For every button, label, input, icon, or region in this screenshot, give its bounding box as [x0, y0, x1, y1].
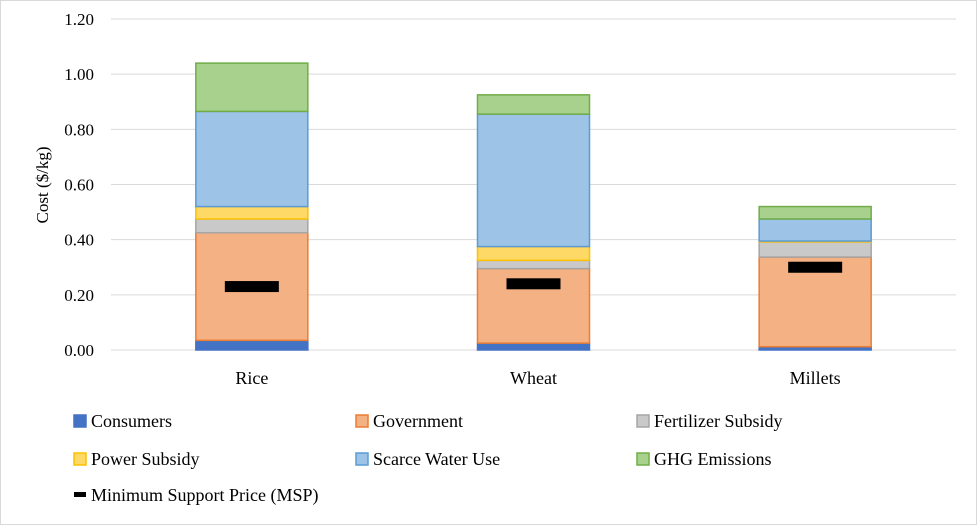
bar-segment [476, 342, 591, 351]
bar-segment [476, 94, 591, 115]
bar-segment [195, 218, 309, 234]
bar-segment [758, 218, 872, 242]
y-axis-ticks: 0.00 0.20 0.40 0.60 0.80 1.00 1.20 [64, 10, 94, 360]
legend-label: Government [373, 411, 463, 431]
legend-label: Power Subsidy [91, 449, 200, 469]
legend-swatch [355, 452, 369, 466]
bar-segment [476, 245, 591, 262]
legend-label: Consumers [91, 411, 172, 431]
y-axis-title: Cost ($/kg) [33, 147, 52, 224]
bars [195, 62, 872, 351]
legend-label: GHG Emissions [654, 449, 772, 469]
msp-marker [506, 278, 561, 290]
x-category-label: Rice [235, 368, 268, 388]
msp-marker [788, 261, 843, 273]
y-tick-label: 0.00 [64, 341, 94, 360]
legend-swatch [636, 452, 650, 466]
bar-segment [758, 241, 872, 258]
y-tick-label: 1.00 [64, 65, 94, 84]
x-category-label: Wheat [510, 368, 557, 388]
y-tick-label: 0.60 [64, 176, 94, 195]
bar-segment [195, 205, 309, 220]
legend-swatch [73, 452, 87, 466]
legend-label: Fertilizer Subsidy [654, 411, 783, 431]
bar-segment [195, 110, 309, 208]
y-tick-label: 1.20 [64, 10, 94, 29]
y-tick-label: 0.40 [64, 231, 94, 250]
bar-segment [476, 113, 591, 248]
msp-marker [224, 281, 279, 293]
y-tick-label: 0.80 [64, 120, 94, 139]
bar-segment [195, 339, 309, 351]
bar-segment [758, 256, 872, 348]
x-category-label: Millets [790, 368, 841, 388]
bar-segment [195, 62, 309, 113]
legend-swatch [74, 492, 86, 497]
legend: Consumers Government Fertilizer Subsidy Pow… [73, 411, 783, 506]
x-axis-labels: Rice Wheat Millets [235, 368, 840, 388]
legend-swatch [355, 414, 369, 428]
bar-segment [758, 205, 872, 220]
y-tick-label: 0.20 [64, 286, 94, 305]
legend-label: Scarce Water Use [373, 449, 500, 469]
legend-label: Minimum Support Price (MSP) [91, 485, 319, 506]
bar-segment [476, 259, 591, 270]
legend-swatch [73, 414, 87, 428]
legend-swatch [636, 414, 650, 428]
msp-markers [224, 261, 843, 293]
